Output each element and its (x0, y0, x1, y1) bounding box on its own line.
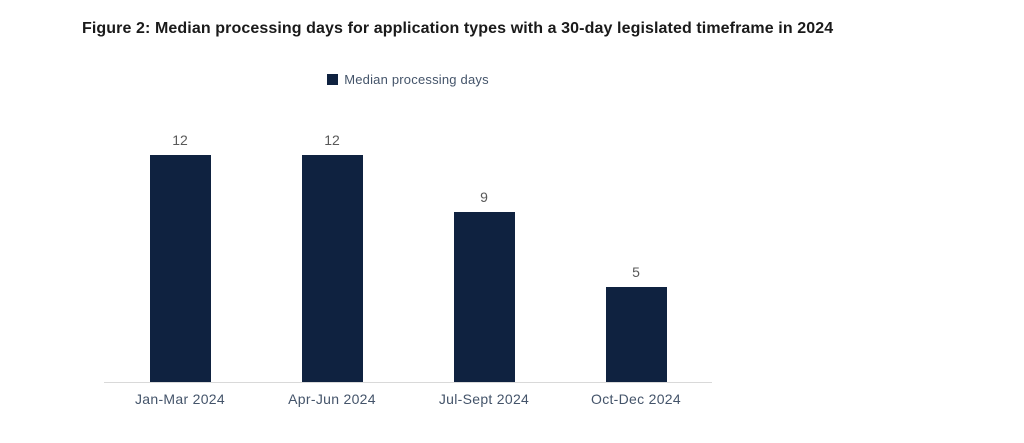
bar-value-label: 12 (172, 132, 188, 148)
legend: Median processing days (104, 72, 712, 87)
legend-label: Median processing days (344, 72, 489, 87)
x-axis-labels: Jan-Mar 2024 Apr-Jun 2024 Jul-Sept 2024 Oct… (104, 391, 712, 407)
x-axis-label: Apr-Jun 2024 (288, 391, 376, 407)
bar-column: 5 (560, 156, 712, 382)
plot-region: 12 12 9 5 (104, 132, 712, 383)
bar-value-label: 5 (632, 264, 640, 281)
bar-value-label: 9 (480, 188, 488, 205)
bar: 12 (149, 132, 211, 382)
bar: 5 (605, 264, 667, 382)
chart-area: 12 12 9 5 Jan-Mar 2024 Apr-Jun 2024 Jul-Sept … (104, 132, 712, 407)
x-axis-label: Jul-Sept 2024 (438, 391, 530, 407)
bar: 9 (453, 189, 515, 382)
figure-title: Figure 2: Median processing days for app… (82, 20, 834, 37)
bar: 12 (301, 132, 363, 382)
bar-column: 12 (104, 132, 256, 382)
x-axis-label: Jan-Mar 2024 (135, 391, 225, 407)
x-axis-label: Oct-Dec 2024 (591, 391, 681, 407)
bar-column: 9 (408, 156, 560, 382)
bar-column: 12 (256, 132, 408, 382)
legend-marker-icon (327, 74, 339, 85)
bar-value-label: 12 (324, 132, 340, 148)
